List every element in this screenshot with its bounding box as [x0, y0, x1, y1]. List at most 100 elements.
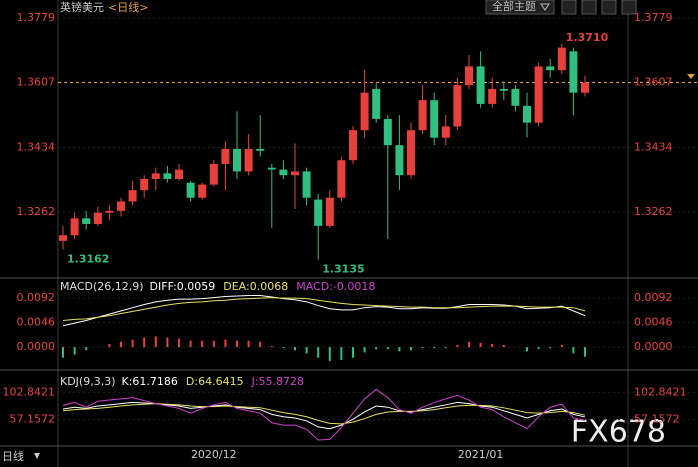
y-tick-label: 1.3779 — [17, 11, 56, 24]
candle-body — [360, 92, 369, 131]
macd-bar — [212, 340, 215, 348]
chart-subtitle: <日线> — [108, 0, 148, 14]
macd-bar — [305, 347, 308, 354]
series-line — [62, 388, 586, 441]
candle-body — [372, 88, 381, 119]
y-tick-label: 1.3434 — [17, 140, 56, 153]
candle-body — [499, 88, 508, 91]
annotation: 1.3135 — [322, 263, 364, 276]
macd-bar — [491, 343, 494, 348]
macd-bar — [456, 344, 459, 348]
candle-body — [244, 148, 253, 172]
macd-bar — [62, 347, 64, 358]
macd-bar — [166, 337, 169, 348]
macd-bar — [352, 347, 354, 358]
candle-body — [383, 118, 392, 146]
candle-body — [488, 88, 497, 104]
macd-bar — [502, 344, 505, 348]
macd-bar — [236, 340, 238, 348]
candle-body — [314, 199, 323, 226]
macd-bar — [433, 347, 436, 349]
macd-bar — [201, 340, 204, 348]
series-line — [62, 401, 586, 430]
candle-body — [302, 171, 311, 198]
candle-body — [546, 66, 555, 71]
macd-bar — [584, 347, 586, 357]
macd-bar — [120, 341, 122, 348]
y-tick-label: 1.3262 — [17, 205, 56, 218]
y-tick-label: 0.0092 — [17, 291, 56, 304]
y-tick-label: 1.3434 — [634, 140, 673, 153]
tool-button[interactable] — [621, 0, 637, 15]
macd-bar — [328, 347, 331, 361]
macd-bar — [560, 344, 563, 348]
macd-bar — [108, 343, 111, 348]
series-line — [62, 294, 586, 327]
candle-body — [418, 100, 427, 131]
macd-bar — [317, 347, 320, 358]
legend-entry: K:61.7186 — [122, 375, 178, 388]
watermark: FX678 — [571, 415, 666, 450]
y-tick-label: 57.1572 — [634, 413, 680, 426]
candle-body — [557, 47, 566, 71]
legend-entry: DIFF:0.0059 — [150, 280, 216, 293]
candle-body — [117, 201, 125, 211]
price-marker — [687, 74, 695, 79]
candle-body — [407, 130, 415, 176]
candle-body — [441, 126, 450, 138]
candle-body — [70, 218, 79, 236]
candle-body — [349, 130, 357, 161]
x-tick-label: 2020/12 — [191, 448, 237, 461]
macd-bar — [270, 346, 273, 348]
macd-bar — [468, 341, 470, 348]
macd-bar — [340, 347, 343, 360]
legend-entry: MACD:-0.0018 — [296, 280, 375, 293]
period-tab[interactable]: 日线 — [2, 449, 24, 463]
candle-body — [186, 182, 195, 198]
candle-body — [337, 160, 346, 198]
candle-body — [279, 169, 288, 176]
candle-body — [465, 66, 473, 86]
y-tick-label: 57.1572 — [10, 413, 56, 426]
macd-bar — [549, 347, 552, 349]
macd-bar — [398, 347, 401, 352]
macd-bar — [363, 347, 366, 353]
candle-body — [569, 51, 578, 93]
tool-button[interactable] — [581, 0, 597, 15]
candle-body — [82, 218, 91, 224]
tool-button[interactable] — [561, 0, 577, 15]
candle-body — [163, 173, 172, 179]
y-tick-label: 102.8421 — [3, 385, 56, 398]
macd-bar — [224, 339, 227, 348]
series-line — [62, 297, 586, 321]
candle-body — [198, 184, 207, 198]
y-tick-label: 0.0046 — [634, 316, 673, 329]
annotation: 1.3162 — [67, 252, 109, 265]
macd-bar — [572, 347, 575, 354]
theme-button[interactable] — [485, 0, 555, 15]
candle-body — [476, 66, 485, 104]
candle-body — [511, 88, 520, 106]
candle-body — [105, 210, 114, 213]
candle-body — [325, 197, 334, 226]
tool-button[interactable] — [601, 0, 617, 15]
macd-bar — [247, 340, 250, 348]
period-tab-arrow — [34, 453, 40, 459]
y-tick-label: 0.0046 — [17, 316, 56, 329]
y-tick-label: 102.8421 — [634, 385, 687, 398]
y-tick-label: 1.3607 — [634, 76, 673, 89]
candle-body — [395, 145, 404, 176]
candle-body — [430, 100, 439, 138]
y-tick-label: 0.0092 — [634, 291, 673, 304]
annotation: 1.3710 — [566, 31, 609, 44]
macd-bar — [375, 347, 378, 350]
candle-body — [233, 148, 241, 172]
candle-body — [175, 169, 183, 179]
candle-body — [534, 66, 543, 123]
macd-bar — [259, 341, 262, 348]
theme-button-label: 全部主题 — [492, 0, 536, 13]
y-tick-label: 0.0000 — [17, 340, 56, 353]
macd-bar — [526, 347, 528, 352]
